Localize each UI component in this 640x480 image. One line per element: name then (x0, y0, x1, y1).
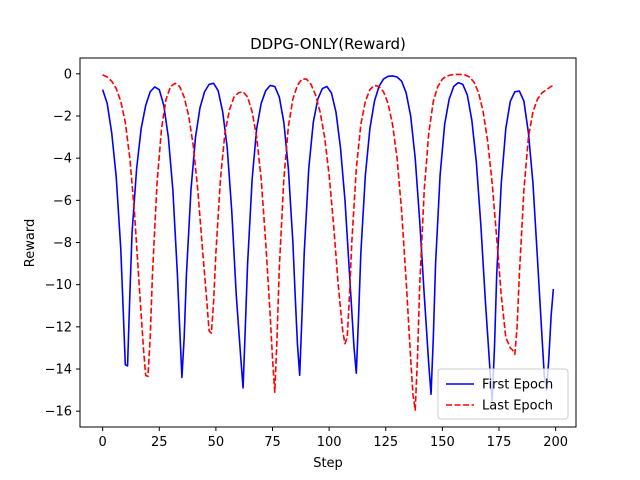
x-tick-label: 0 (99, 435, 107, 450)
y-tick-label: −12 (45, 320, 72, 335)
legend-label-1: First Epoch (482, 378, 553, 393)
y-tick-label: −16 (45, 405, 72, 420)
x-tick-label: 50 (208, 435, 225, 450)
x-tick-label: 25 (151, 435, 168, 450)
y-tick-label: −2 (53, 109, 72, 124)
y-tick-label: −4 (53, 152, 72, 167)
x-tick-label: 175 (487, 435, 512, 450)
plot-lines (101, 73, 555, 411)
series-line-2 (102, 73, 554, 411)
legend-box (437, 368, 569, 420)
legend: First Epoch Last Epoch (437, 368, 569, 420)
x-tick-label: 100 (317, 435, 342, 450)
plot-area-frame (79, 57, 577, 428)
y-axis-label: Reward (23, 219, 38, 267)
series-line-1 (101, 75, 555, 402)
x-tick-label: 125 (373, 435, 398, 450)
y-tick-label: 0 (64, 67, 72, 82)
chart-title: DDPG-ONLY(Reward) (250, 35, 406, 53)
y-tick-label: −6 (53, 194, 72, 209)
x-tick-label: 150 (430, 435, 455, 450)
x-axis-ticks: 0 25 50 75 100 125 150 175 200 (99, 427, 568, 450)
y-tick-label: −10 (45, 278, 72, 293)
legend-label-2: Last Epoch (482, 399, 553, 414)
y-axis-ticks: 0 −2 −4 −6 −8 −10 −12 −14 −16 (45, 67, 80, 420)
x-tick-label: 75 (264, 435, 281, 450)
y-tick-label: −14 (45, 363, 72, 378)
y-tick-label: −8 (53, 236, 72, 251)
x-axis-label: Step (313, 456, 343, 471)
x-tick-label: 200 (543, 435, 568, 450)
